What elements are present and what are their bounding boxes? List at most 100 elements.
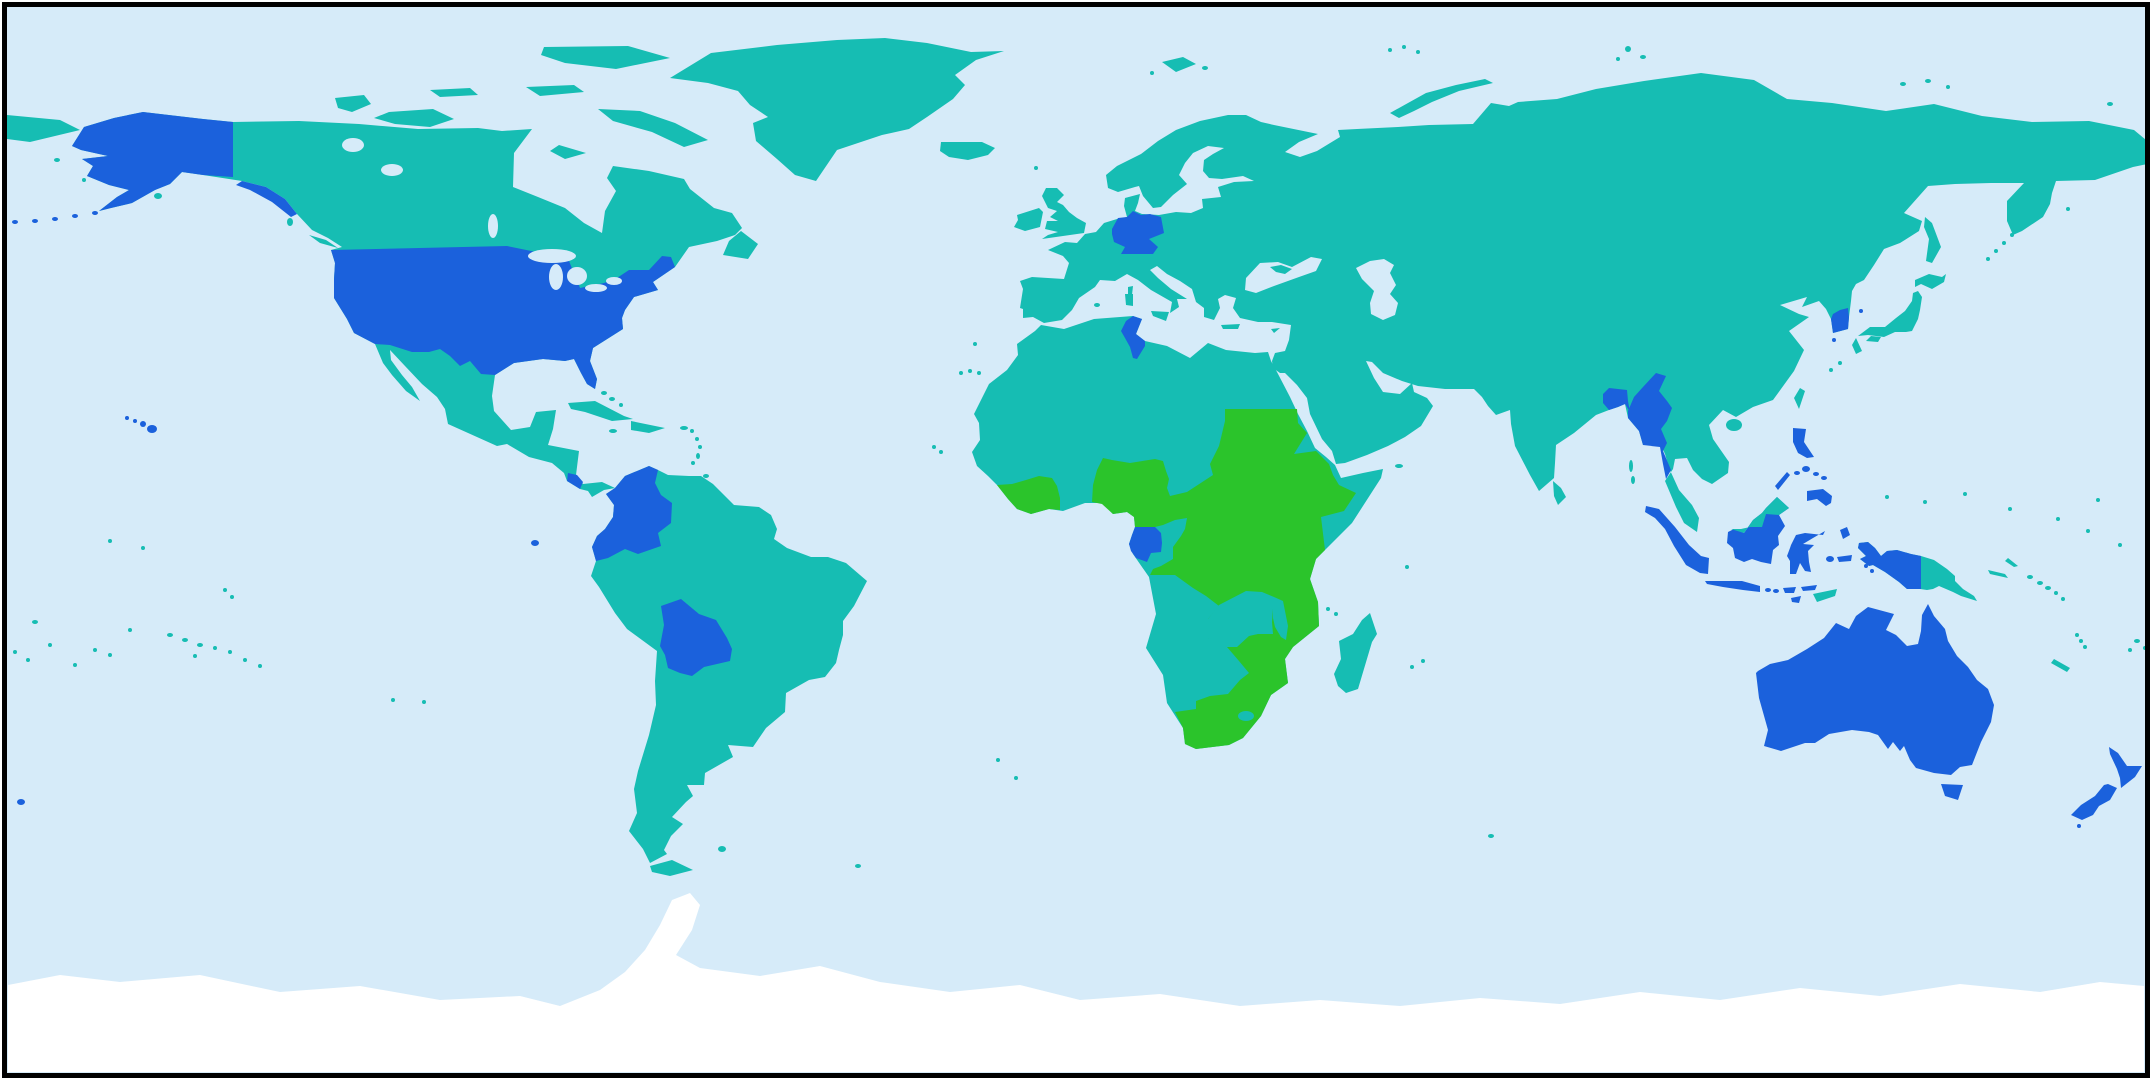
mindanao [1807, 489, 1832, 506]
lombok [1773, 589, 1779, 593]
nicobar [1631, 476, 1635, 484]
new-caledonia [2051, 659, 2070, 672]
bougainville [2027, 575, 2033, 579]
new-ireland [2005, 558, 2018, 567]
commander-islands [2066, 207, 2070, 211]
micronesia [2008, 507, 2012, 511]
micronesia [1923, 500, 1927, 504]
zambia-malawi [1208, 591, 1288, 647]
polynesia-speck [48, 643, 52, 647]
polynesia-speck [93, 648, 97, 652]
luzon [1793, 428, 1814, 458]
great-britain [1042, 188, 1086, 239]
galapagos [531, 540, 539, 546]
madeira [973, 342, 977, 346]
taiwan [1794, 388, 1805, 409]
comoros [1334, 612, 1338, 616]
solomon-islands [2061, 597, 2065, 601]
marshall-islands [2086, 529, 2090, 533]
aleutian-island [52, 217, 58, 221]
micronesia [2056, 517, 2060, 521]
hokkaido [1915, 274, 1946, 289]
aru [1870, 569, 1874, 573]
lesser-antilles [690, 429, 694, 433]
malaysia-borneo [1731, 497, 1789, 533]
south-america [591, 466, 867, 863]
svalbard [1162, 57, 1196, 72]
andaman [1629, 460, 1633, 472]
sardinia [1125, 294, 1133, 306]
sulawesi [1787, 531, 1825, 574]
kyushu [1852, 338, 1862, 354]
lake-superior [528, 249, 576, 263]
franz-josef-land [1416, 50, 1420, 54]
lake-huron [567, 267, 587, 285]
polynesia-speck [167, 633, 173, 637]
tristan [996, 758, 1000, 762]
hispaniola [631, 421, 665, 433]
myanmar [1628, 373, 1672, 479]
cape-verde [932, 445, 936, 449]
vanuatu [2075, 633, 2079, 637]
cyprus [1271, 328, 1280, 333]
polynesia-speck [243, 658, 247, 662]
polynesia-speck [128, 628, 132, 632]
bahamas [619, 403, 623, 407]
svalbard [1202, 66, 1208, 70]
new-siberian-islands [1946, 85, 1950, 89]
aleutian-island [92, 211, 98, 215]
marshall-islands [2118, 543, 2122, 547]
usa [331, 246, 675, 389]
west-papua [1858, 542, 1921, 589]
cuba [568, 401, 633, 421]
aleutian-island [72, 214, 78, 218]
kuril [2002, 241, 2006, 245]
faroe [1034, 166, 1038, 170]
sumbawa [1783, 587, 1796, 593]
severnaya-zemlya [1640, 55, 1646, 59]
hawaii-island [140, 421, 146, 427]
chukotka-west [7, 115, 80, 142]
hainan [1726, 419, 1742, 431]
micronesia [1885, 495, 1889, 499]
lesser-antilles [698, 445, 702, 449]
land-layer [7, 38, 2145, 1072]
lesotho [1238, 711, 1254, 721]
franz-josef-land [1402, 45, 1406, 49]
sumba [1791, 596, 1801, 603]
polynesia-speck [182, 638, 188, 642]
eurasia [1020, 73, 2145, 532]
lake-ontario [606, 277, 622, 285]
south-georgia [855, 864, 861, 868]
banks-island [335, 95, 371, 112]
severnaya-zemlya [1625, 46, 1631, 52]
novaya-zemlya [1390, 79, 1493, 118]
vancouver-island [309, 235, 338, 248]
alaska-panhandle [236, 181, 297, 217]
great-bear-lake [342, 138, 364, 152]
stewart-island [2077, 824, 2081, 828]
melville-island [430, 88, 478, 97]
micronesia [2096, 498, 2100, 502]
honshu [1858, 291, 1922, 337]
reunion [1410, 665, 1414, 669]
severnaya-zemlya [1616, 57, 1620, 61]
newfoundland [723, 231, 758, 259]
ellesmere-island [541, 46, 670, 69]
marquesas [223, 588, 227, 592]
falkland-islands [718, 846, 726, 852]
franz-josef-land [1388, 48, 1392, 52]
new-britain [1988, 570, 2008, 578]
polynesia-speck [26, 658, 30, 662]
crimea [1270, 265, 1292, 274]
bahamas [601, 391, 607, 395]
jeju [1832, 338, 1836, 342]
madagascar [1334, 613, 1377, 693]
wrangel-island [2107, 102, 2113, 106]
lake-winnipeg [488, 214, 498, 238]
solomon-islands [2037, 581, 2043, 585]
kerguelen [1488, 834, 1494, 838]
hawaii-island [147, 425, 157, 433]
marquesas [230, 595, 234, 599]
